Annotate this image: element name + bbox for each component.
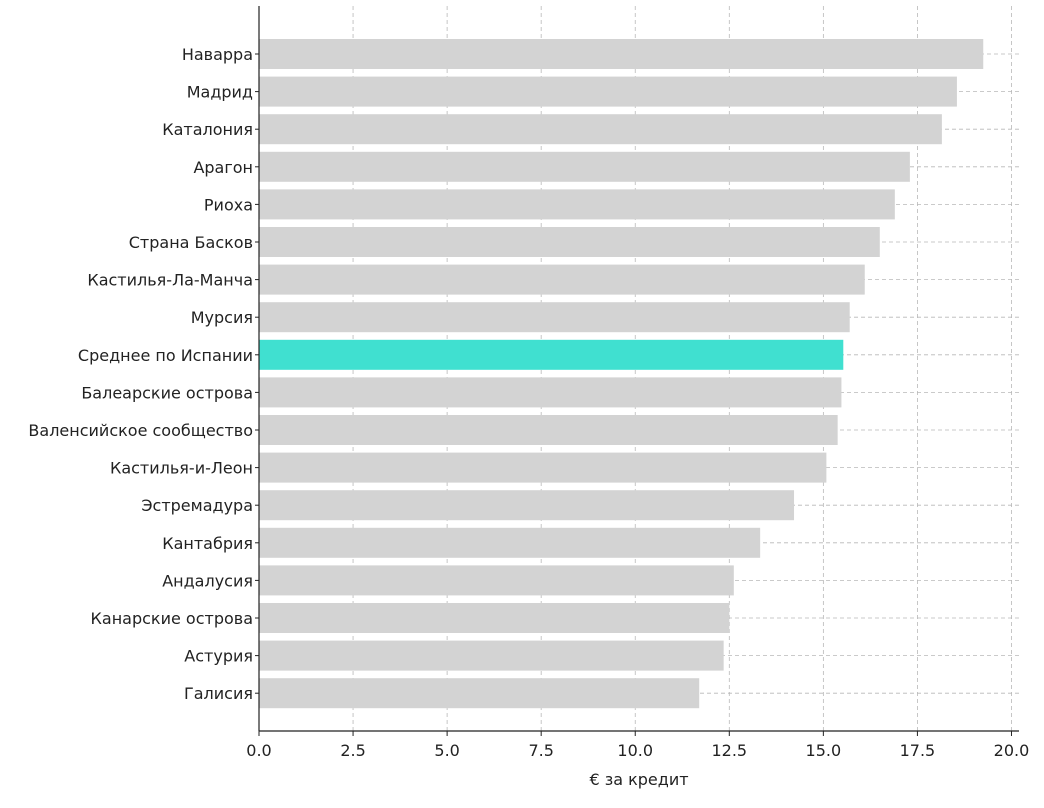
x-tick-label: 7.5 xyxy=(528,741,553,760)
bar xyxy=(259,415,838,445)
category-label: Наварра xyxy=(182,45,253,64)
labels-layer: Наварра Мадрид Каталония Арагон Риоха Страна … xyxy=(28,45,1029,760)
x-tick-label: 10.0 xyxy=(617,741,653,760)
category-label: Страна Басков xyxy=(129,233,253,252)
category-label: Кантабрия xyxy=(162,534,253,553)
category-label: Арагон xyxy=(193,158,253,177)
bar xyxy=(259,377,842,408)
bar xyxy=(259,264,865,295)
x-tick-label: 2.5 xyxy=(340,741,365,760)
bar xyxy=(259,527,761,558)
bar xyxy=(259,452,827,483)
x-tick-label: 5.0 xyxy=(434,741,459,760)
bar xyxy=(259,490,795,521)
x-tick-label: 12.5 xyxy=(711,741,747,760)
category-label: Андалусия xyxy=(162,571,253,590)
axes-layer xyxy=(255,6,1019,736)
bar xyxy=(259,565,734,596)
x-tick-label: 15.0 xyxy=(806,741,842,760)
category-label: Канарские острова xyxy=(91,609,253,628)
x-tick-label: 0.0 xyxy=(246,741,271,760)
bar xyxy=(259,189,895,220)
bar-highlight xyxy=(259,339,844,370)
category-label: Риоха xyxy=(204,195,253,214)
category-label: Галисия xyxy=(184,684,253,703)
bar xyxy=(259,603,730,633)
bar xyxy=(259,227,880,257)
bar xyxy=(259,302,850,333)
category-label: Астурия xyxy=(184,647,253,666)
x-tick-label: 17.5 xyxy=(900,741,936,760)
bar xyxy=(259,114,942,145)
category-label: Каталония xyxy=(162,120,253,139)
x-tick-label: 20.0 xyxy=(994,741,1030,760)
category-label: Валенсийское сообщество xyxy=(28,421,253,440)
category-label: Кастилья-Ла-Манча xyxy=(87,271,253,290)
category-label: Кастилья-и-Леон xyxy=(110,459,253,478)
category-label: Мадрид xyxy=(187,83,253,102)
category-label: Балеарские острова xyxy=(81,383,253,402)
bar xyxy=(259,640,724,671)
x-axis-title: € за кредит xyxy=(589,770,688,789)
category-label: Среднее по Испании xyxy=(78,346,253,365)
bar xyxy=(259,678,700,709)
category-label: Мурсия xyxy=(191,308,253,327)
category-label: Эстремадура xyxy=(141,496,253,515)
bar xyxy=(259,76,957,107)
bars-layer xyxy=(259,39,984,709)
bar xyxy=(259,39,984,69)
bar xyxy=(259,151,910,182)
